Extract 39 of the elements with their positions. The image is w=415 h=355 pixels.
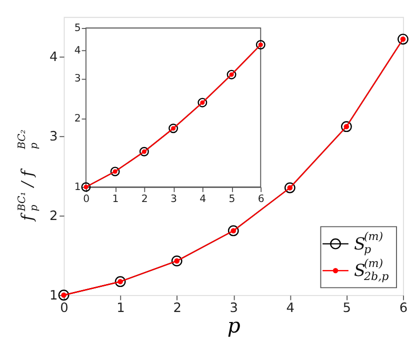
y-tick-label: 3 xyxy=(50,129,58,144)
point xyxy=(171,256,182,266)
x-tick-label: 1 xyxy=(112,194,119,206)
point xyxy=(114,276,126,288)
x-tick-label: 5 xyxy=(228,194,236,206)
point xyxy=(110,166,120,176)
x-tick-label: 3 xyxy=(170,194,177,206)
point xyxy=(341,121,352,132)
point xyxy=(256,40,266,50)
point xyxy=(284,182,296,194)
point xyxy=(139,146,149,156)
point xyxy=(198,98,208,108)
x-tick-label: 0 xyxy=(83,194,90,206)
point xyxy=(81,182,91,192)
x-axis-title: p xyxy=(227,314,240,338)
y-tick-label: 5 xyxy=(74,23,81,34)
x-tick-label: 4 xyxy=(200,194,206,206)
x-tick-label: 1 xyxy=(116,301,125,316)
y-tick-label: 4 xyxy=(50,50,58,65)
x-tick-label: 2 xyxy=(173,301,182,316)
x-tick-label: 4 xyxy=(286,301,294,316)
y-tick-label: 1 xyxy=(50,288,58,304)
point xyxy=(228,225,239,236)
y-tick-label: 1 xyxy=(74,182,81,194)
point xyxy=(168,124,178,134)
point xyxy=(398,34,408,45)
y-tick-label: 3 xyxy=(74,74,81,85)
x-tick-label: 2 xyxy=(141,194,148,206)
x-tick-label: 6 xyxy=(258,194,264,206)
x-tick-label: 3 xyxy=(230,301,238,316)
point xyxy=(58,290,70,301)
point xyxy=(226,70,236,80)
x-tick-label: 0 xyxy=(60,301,68,316)
text: fpBC₁ / fpBC₂ xyxy=(16,130,40,221)
y-tick-label: 2 xyxy=(74,114,81,125)
x-tick-label: 5 xyxy=(342,301,352,316)
y-tick-label: 2 xyxy=(50,208,58,224)
x-tick-label: 6 xyxy=(399,301,408,316)
y-tick-label: 4 xyxy=(74,45,81,56)
